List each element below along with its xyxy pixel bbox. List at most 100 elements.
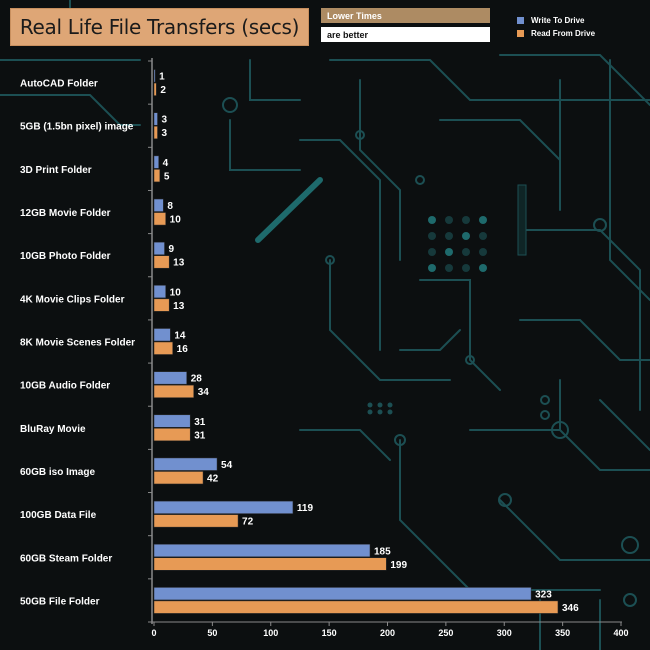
circuit-node [623, 593, 637, 607]
circuit-node [325, 255, 335, 265]
circuit-dot [428, 248, 436, 256]
x-tick-label: 100 [263, 628, 278, 638]
bar-write [153, 112, 158, 126]
circuit-node [415, 175, 425, 185]
circuit-dot [445, 248, 453, 256]
data-label-read: 13 [173, 301, 185, 312]
circuit-dot [428, 216, 436, 224]
legend-swatch-write [517, 17, 524, 24]
bar-write [153, 371, 187, 385]
data-label-read: 16 [177, 344, 189, 355]
data-label-read: 199 [390, 560, 407, 571]
circuit-trace [439, 119, 561, 161]
bar-read [153, 341, 173, 355]
category-label: BluRay Movie [20, 424, 86, 435]
circuit-trace [0, 94, 141, 126]
category-label: 10GB Photo Folder [20, 251, 111, 262]
category-label: 3D Print Folder [20, 165, 92, 176]
circuit-node [394, 434, 406, 446]
x-tick-label: 200 [380, 628, 395, 638]
data-label-read: 346 [562, 603, 579, 614]
bar-write [153, 155, 159, 169]
x-tick-label: 250 [438, 628, 453, 638]
circuit-node [540, 410, 550, 420]
data-label-write: 4 [163, 158, 169, 169]
circuit-dot [367, 402, 373, 408]
note-lower-times: Lower Times [321, 8, 490, 23]
data-label-write: 1 [159, 72, 165, 83]
legend-swatch-read [517, 30, 524, 37]
category-label: 60GB iso Image [20, 467, 95, 478]
category-label: 5GB (1.5bn pixel) image [20, 122, 134, 133]
circuit-dot [377, 402, 383, 408]
data-label-write: 54 [221, 460, 233, 471]
bar-write [153, 457, 218, 471]
circuit-bar [517, 184, 527, 256]
circuit-trace [499, 499, 650, 561]
circuit-node [498, 493, 512, 507]
circuit-trace [469, 429, 650, 471]
data-label-write: 185 [374, 546, 391, 557]
category-label: AutoCAD Folder [20, 79, 98, 90]
circuit-dot [387, 402, 393, 408]
bar-write [153, 285, 166, 299]
data-label-write: 8 [167, 201, 173, 212]
circuit-trace [299, 139, 381, 351]
circuit-node [355, 130, 365, 140]
data-label-write: 323 [535, 589, 552, 600]
circuit-dot [479, 232, 487, 240]
circuit-node [621, 536, 639, 554]
bar-read [153, 428, 191, 442]
data-label-read: 2 [160, 85, 166, 96]
bar-read [153, 471, 204, 485]
data-label-write: 31 [194, 417, 206, 428]
circuit-dot [445, 232, 453, 240]
data-label-read: 3 [162, 128, 168, 139]
data-label-read: 42 [207, 473, 219, 484]
x-tick-label: 350 [555, 628, 570, 638]
circuit-dot [462, 216, 470, 224]
circuit-trace [329, 259, 451, 381]
x-tick-label: 150 [322, 628, 337, 638]
bar-read [153, 600, 559, 614]
circuit-trace [399, 439, 601, 591]
bar-read [153, 212, 166, 226]
bar-read [153, 255, 170, 269]
chart-title: Real Life File Transfers (secs) [19, 15, 300, 39]
circuit-node [222, 97, 238, 113]
bar-read [153, 514, 239, 528]
category-label: 50GB File Folder [20, 596, 100, 607]
circuit-dot [377, 409, 383, 415]
bar-write [153, 587, 532, 601]
legend-item-read: Read From Drive [517, 27, 595, 40]
legend-item-write: Write To Drive [517, 14, 595, 27]
circuit-trace [255, 177, 323, 243]
circuit-dot [462, 248, 470, 256]
chart-title-box: Real Life File Transfers (secs) [10, 8, 309, 46]
data-label-read: 31 [194, 430, 206, 441]
data-label-read: 34 [198, 387, 210, 398]
x-tick-label: 400 [613, 628, 628, 638]
bar-write [153, 69, 156, 83]
legend-label-read: Read From Drive [531, 29, 596, 38]
circuit-dot [428, 264, 436, 272]
circuit-dot [462, 232, 470, 240]
circuit-node [551, 421, 569, 439]
circuit-trace [599, 399, 650, 451]
circuit-dot [428, 232, 436, 240]
category-label: 12GB Movie Folder [20, 208, 111, 219]
circuit-trace [499, 54, 650, 106]
bar-write [153, 241, 165, 255]
circuit-dot [387, 409, 393, 415]
circuit-trace [419, 279, 501, 391]
legend: Write To Drive Read From Drive [517, 14, 595, 40]
bar-write [153, 328, 171, 342]
bar-read [153, 82, 157, 96]
category-label: 60GB Steam Folder [20, 553, 112, 564]
bar-read [153, 169, 161, 183]
circuit-dot [367, 409, 373, 415]
bar-write [153, 544, 371, 558]
circuit-trace [399, 329, 461, 351]
